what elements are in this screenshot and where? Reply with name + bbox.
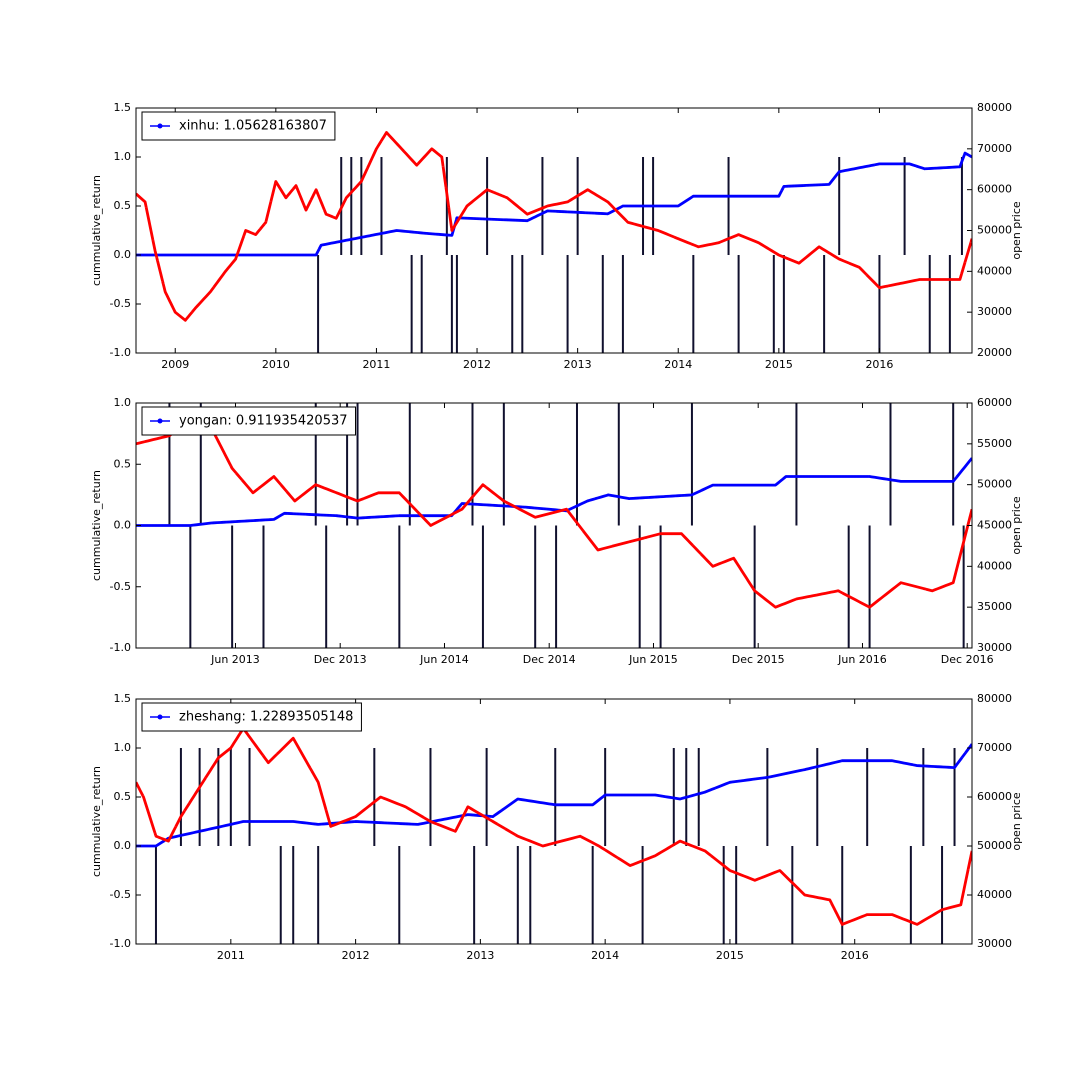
x-tick-label: 2011 [217, 949, 245, 962]
return-line [136, 151, 972, 257]
x-tick-label: 2013 [564, 358, 592, 371]
axes-frame [135, 698, 973, 945]
y-tick-label: 0.0 [114, 519, 132, 532]
y-tick-label: 0.0 [114, 248, 132, 261]
y2-tick-label: 80000 [977, 101, 1012, 114]
y-tick-label: 1.5 [114, 692, 132, 705]
y2-tick-label: 45000 [977, 519, 1012, 532]
legend-label: xinhu: 1.05628163807 [179, 119, 327, 134]
x-tick-label: 2014 [591, 949, 619, 962]
y2-tick-label: 50000 [977, 478, 1012, 491]
y2-tick-label: 40000 [977, 888, 1012, 901]
x-tick-label: 2010 [262, 358, 290, 371]
plot-area [136, 727, 972, 944]
x-tick-label: 2012 [342, 949, 370, 962]
x-tick-label: Jun 2016 [837, 653, 887, 666]
y2-tick-label: 30000 [977, 641, 1012, 654]
y2-axis-label: open price [1010, 496, 1023, 555]
x-tick-label: Jun 2013 [210, 653, 260, 666]
y2-tick-label: 55000 [977, 437, 1012, 450]
x-tick-label: Jun 2014 [419, 653, 469, 666]
y-axis-label: cummulative_return [90, 175, 103, 286]
y2-tick-label: 70000 [977, 142, 1012, 155]
y-tick-label: 1.0 [114, 396, 132, 409]
legend-label: yongan: 0.911935420537 [179, 414, 348, 429]
y2-tick-label: 60000 [977, 396, 1012, 409]
return-line [136, 743, 972, 848]
y-tick-label: 0.5 [114, 790, 132, 803]
y2-tick-label: 80000 [977, 692, 1012, 705]
y2-tick-label: 50000 [977, 224, 1012, 237]
x-tick-label: 2015 [765, 358, 793, 371]
x-tick-label: Dec 2013 [314, 653, 367, 666]
y2-tick-label: 70000 [977, 741, 1012, 754]
legend-marker [157, 418, 163, 424]
x-tick-label: 2011 [362, 358, 390, 371]
legend-box [141, 702, 362, 732]
y2-tick-label: 20000 [977, 346, 1012, 359]
y-tick-label: 1.0 [114, 150, 132, 163]
plot-area [136, 131, 972, 353]
y2-tick-label: 35000 [977, 600, 1012, 613]
y-tick-label: -0.5 [110, 580, 131, 593]
y2-tick-label: 40000 [977, 559, 1012, 572]
x-tick-label: 2009 [161, 358, 189, 371]
y-axis-label: cummulative_return [90, 470, 103, 581]
x-tick-label: 2012 [463, 358, 491, 371]
y2-tick-label: 30000 [977, 937, 1012, 950]
y2-tick-label: 60000 [977, 790, 1012, 803]
y-tick-label: 1.0 [114, 741, 132, 754]
y-tick-label: 0.5 [114, 199, 132, 212]
y-tick-label: -0.5 [110, 888, 131, 901]
x-tick-label: 2013 [466, 949, 494, 962]
y2-tick-label: 50000 [977, 839, 1012, 852]
y-tick-label: 1.5 [114, 101, 132, 114]
y-tick-label: 0.5 [114, 457, 132, 470]
plot-area [136, 403, 972, 648]
legend-marker [157, 714, 163, 720]
x-tick-label: 2016 [865, 358, 893, 371]
price-line [136, 727, 972, 926]
y2-tick-label: 30000 [977, 305, 1012, 318]
legend-marker [157, 123, 163, 129]
y2-tick-label: 40000 [977, 264, 1012, 277]
y-tick-label: -1.0 [110, 641, 131, 654]
x-tick-label: 2014 [664, 358, 692, 371]
price-line [136, 417, 972, 609]
legend-box [141, 406, 357, 436]
price-line [136, 131, 972, 322]
x-tick-label: 2015 [716, 949, 744, 962]
x-tick-label: Dec 2015 [732, 653, 785, 666]
y2-tick-label: 60000 [977, 183, 1012, 196]
x-tick-label: Dec 2016 [941, 653, 994, 666]
x-tick-label: 2016 [841, 949, 869, 962]
y2-axis-label: open price [1010, 792, 1023, 851]
x-tick-label: Dec 2014 [523, 653, 576, 666]
y-tick-label: -0.5 [110, 297, 131, 310]
legend-box [141, 111, 336, 141]
legend-label: zheshang: 1.22893505148 [179, 710, 353, 725]
x-tick-label: Jun 2015 [628, 653, 678, 666]
y-tick-label: -1.0 [110, 346, 131, 359]
y-tick-label: 0.0 [114, 839, 132, 852]
y-axis-label: cummulative_return [90, 766, 103, 877]
y2-axis-label: open price [1010, 201, 1023, 260]
y-tick-label: -1.0 [110, 937, 131, 950]
